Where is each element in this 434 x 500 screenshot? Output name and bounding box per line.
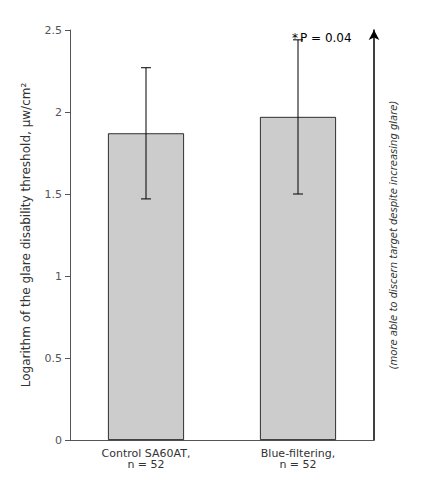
svg-text:2: 2 bbox=[55, 106, 62, 119]
svg-text:(more able to discern target d: (more able to discern target despite inc… bbox=[388, 101, 399, 370]
svg-text:*: * bbox=[292, 31, 298, 45]
svg-text:0: 0 bbox=[55, 434, 62, 447]
svg-text:1.5: 1.5 bbox=[45, 188, 63, 201]
svg-text:Blue-filtering,: Blue-filtering, bbox=[260, 447, 336, 460]
svg-text:Control SA60AT,: Control SA60AT, bbox=[101, 447, 191, 460]
svg-text:2.5: 2.5 bbox=[45, 24, 63, 37]
svg-text:P = 0.04: P = 0.04 bbox=[300, 31, 352, 45]
svg-text:0.5: 0.5 bbox=[45, 352, 63, 365]
svg-text:n = 52: n = 52 bbox=[279, 458, 316, 471]
svg-text:Logarithm of the glare disabil: Logarithm of the glare disability thresh… bbox=[19, 83, 33, 388]
svg-text:n = 52: n = 52 bbox=[127, 458, 164, 471]
svg-text:1: 1 bbox=[55, 270, 62, 283]
